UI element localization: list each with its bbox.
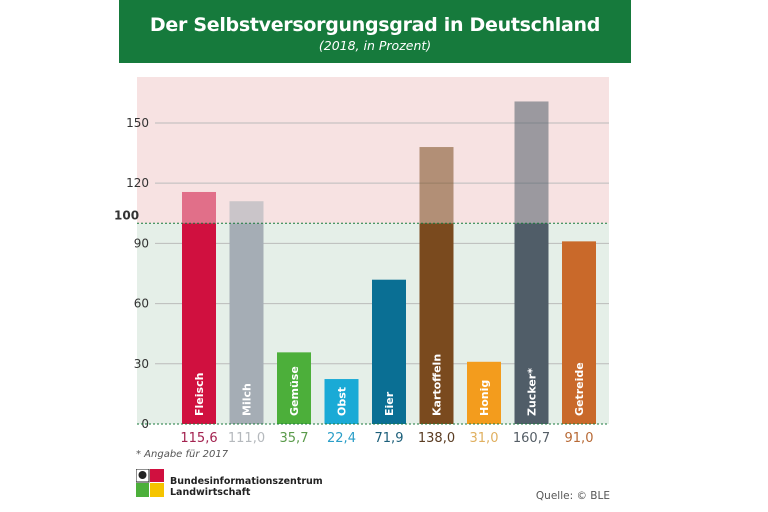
- bar: [229, 223, 264, 424]
- y-tick-label: 150: [126, 116, 149, 130]
- bar-category-label: Milch: [241, 383, 254, 416]
- bar-group: Zucker* 160,7: [513, 101, 550, 446]
- chart-header: Der Selbstversorgungsgrad in Deutschland…: [119, 0, 631, 63]
- org-line-1: Bundesinformationszentrum: [170, 476, 323, 487]
- footnote: * Angabe für 2017: [136, 449, 229, 460]
- bar-value-label: 160,7: [513, 431, 550, 446]
- bar-value-label: 35,7: [280, 431, 309, 446]
- ble-logo-icon: [136, 469, 164, 497]
- bar-category-label: Kartoffeln: [431, 354, 444, 416]
- y-tick-label: 60: [134, 297, 149, 311]
- bar-above-reference: [229, 201, 264, 224]
- y-tick-label: 30: [134, 357, 149, 371]
- bar-group: Gemüse 35,7: [277, 352, 311, 446]
- bar-category-label: Zucker*: [526, 368, 539, 416]
- source-note: Quelle: © BLE: [535, 490, 610, 502]
- bar-value-label: 138,0: [418, 431, 455, 446]
- y-tick-label: 120: [126, 176, 149, 190]
- organization-name: Bundesinformationszentrum Landwirtschaft: [170, 476, 323, 498]
- bar-above-reference: [514, 101, 549, 224]
- bar-value-label: 91,0: [565, 431, 594, 446]
- bar: [324, 379, 359, 424]
- chart-title: Der Selbstversorgungsgrad in Deutschland: [149, 14, 601, 36]
- bar-category-label: Getreide: [573, 362, 586, 416]
- bar-category-label: Honig: [478, 380, 491, 416]
- bar-group: Kartoffeln 138,0: [418, 147, 455, 446]
- bar: [562, 241, 596, 424]
- bar: [372, 279, 406, 424]
- bar-group: Obst 22,4: [324, 379, 359, 446]
- reference-label: 100: [114, 208, 139, 222]
- bar-group: Eier 71,9: [372, 279, 406, 446]
- bar-group: Milch 111,0: [228, 201, 265, 446]
- bar-above-reference: [419, 147, 454, 224]
- bar: [419, 223, 454, 424]
- bar-category-label: Fleisch: [193, 373, 206, 416]
- bar: [514, 223, 549, 424]
- bar-category-label: Eier: [383, 391, 396, 416]
- bar-category-label: Obst: [336, 387, 349, 416]
- org-line-2: Landwirtschaft: [170, 487, 251, 498]
- bar-category-label: Gemüse: [288, 366, 301, 416]
- bar-value-label: 115,6: [180, 431, 217, 446]
- y-tick-label: 90: [134, 236, 149, 250]
- bar: [182, 223, 216, 424]
- bar: [277, 352, 311, 424]
- bar-above-reference: [182, 191, 216, 224]
- bar-group: Fleisch 115,6: [180, 191, 218, 446]
- bar-value-label: 71,9: [375, 431, 404, 446]
- bar-group: Honig 31,0: [467, 361, 501, 446]
- bar: [467, 361, 501, 424]
- bar-value-label: 22,4: [327, 431, 356, 446]
- bar-value-label: 111,0: [228, 431, 265, 446]
- bar-value-label: 31,0: [470, 431, 499, 446]
- bar-group: Getreide 91,0: [562, 241, 596, 446]
- chart-subtitle: (2018, in Prozent): [318, 38, 432, 53]
